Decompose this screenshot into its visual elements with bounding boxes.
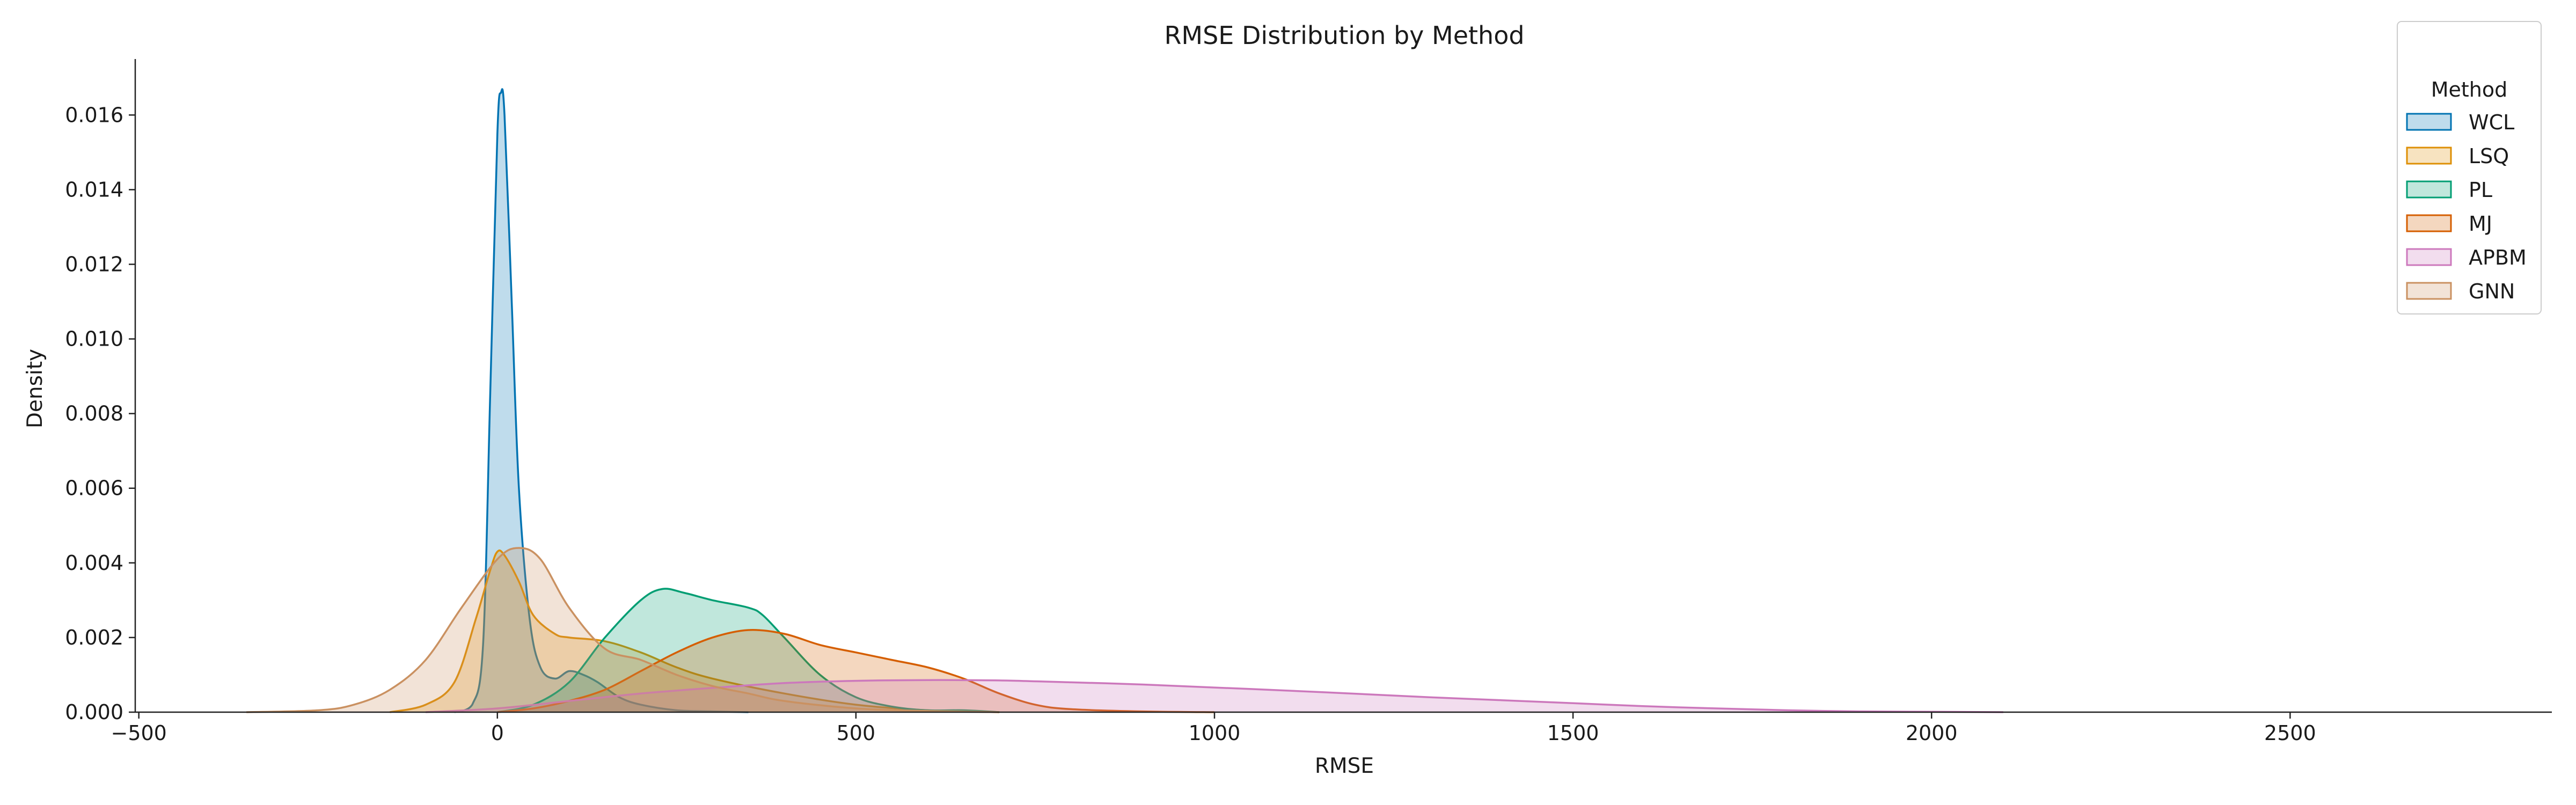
legend-swatch (2406, 248, 2452, 266)
x-tick-label: 1000 (1189, 721, 1241, 745)
y-tick-label: 0.010 (65, 327, 123, 351)
legend-swatch (2406, 214, 2452, 232)
y-axis: 0.000 0.002 0.004 0.006 0.008 0.010 0.012 0.014… (65, 59, 136, 724)
density-fill-wcl (454, 89, 749, 712)
density-fill-gnn (246, 548, 1000, 712)
density-line-apbm (426, 679, 2003, 713)
y-tick-label: 0.016 (65, 103, 123, 127)
legend-label: APBM (2469, 246, 2527, 269)
density-line-wcl (453, 88, 749, 713)
x-tick-label: 500 (837, 721, 876, 745)
legend-label: GNN (2469, 280, 2515, 303)
y-tick-label: 0.014 (65, 178, 123, 201)
y-tick-label: 0.002 (65, 626, 123, 649)
legend-items: WCL LSQ PL MJ APBM GNN (2406, 111, 2527, 303)
legend-label: LSQ (2469, 144, 2509, 168)
y-tick-label: 0.000 (65, 700, 123, 724)
plot-area (246, 88, 2003, 713)
density-fill-mj (497, 630, 1214, 712)
density-line-gnn (246, 547, 1000, 713)
legend-item-apbm: APBM (2406, 246, 2527, 269)
y-tick-label: 0.012 (65, 252, 123, 276)
x-axis-label: RMSE (1315, 754, 1374, 778)
chart-title: RMSE Distribution by Method (1164, 21, 1524, 50)
legend-frame (2397, 21, 2542, 314)
legend-swatch (2406, 180, 2452, 199)
legend-item-mj: MJ (2406, 212, 2492, 236)
y-tick-label: 0.008 (65, 402, 123, 426)
legend-item-pl: PL (2406, 178, 2492, 202)
x-tick-label: 2500 (2264, 721, 2316, 745)
density-fill-lsq (390, 550, 1000, 712)
legend-title: Method (2431, 78, 2508, 101)
x-tick-label: 1500 (1547, 721, 1599, 745)
legend-label: MJ (2469, 212, 2492, 236)
y-tick-label: 0.004 (65, 551, 123, 575)
legend-label: WCL (2469, 111, 2514, 134)
legend-item-lsq: LSQ (2406, 144, 2509, 168)
density-line-mj (497, 629, 1215, 713)
density-line-pl (497, 588, 1000, 713)
legend-swatch (2406, 282, 2452, 300)
x-tick-label: −500 (111, 721, 166, 745)
legend: Method WCL LSQ PL MJ APBM GNN (2397, 21, 2542, 314)
y-axis-label: Density (23, 349, 47, 428)
legend-item-gnn: GNN (2406, 280, 2515, 303)
y-tick-label: 0.006 (65, 477, 123, 500)
x-axis: −500 0 500 1000 1500 2000 2500 (111, 711, 2552, 745)
x-tick-label: 2000 (1906, 721, 1958, 745)
density-fill-apbm (426, 680, 2003, 712)
legend-swatch (2406, 147, 2452, 165)
legend-label: PL (2469, 178, 2492, 202)
legend-swatch (2406, 113, 2452, 131)
density-line-lsq (390, 549, 1000, 713)
legend-item-wcl: WCL (2406, 111, 2514, 134)
x-tick-label: 0 (491, 721, 504, 745)
